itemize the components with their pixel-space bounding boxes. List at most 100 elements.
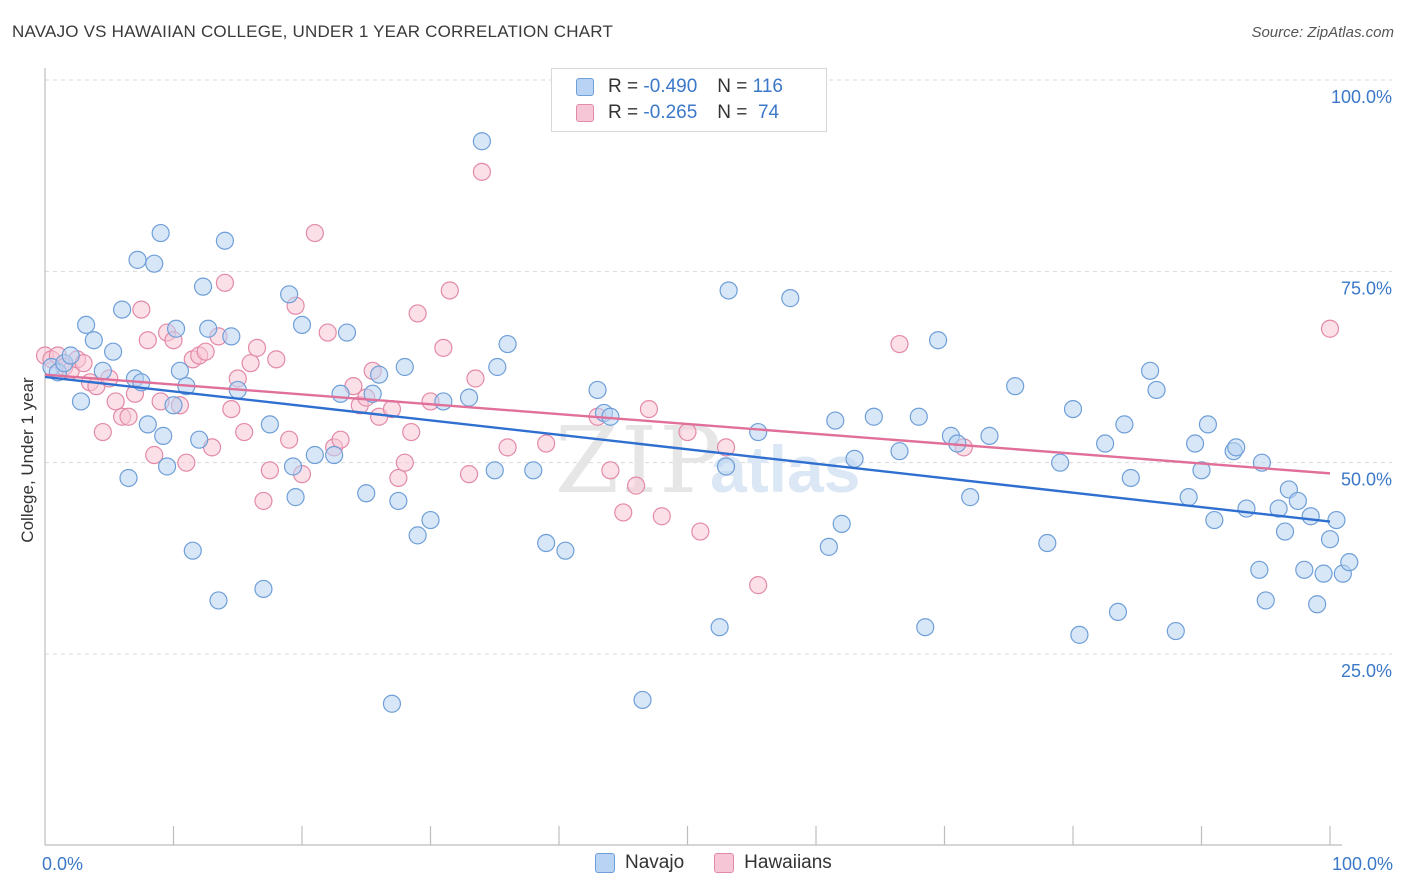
chart-source: Source: ZipAtlas.com bbox=[1251, 24, 1394, 41]
hawaiians-point bbox=[691, 522, 710, 541]
navajo-point bbox=[283, 457, 303, 476]
legend-row-hawaiians: R = -0.265 N = 74 bbox=[576, 101, 779, 125]
navajo-point bbox=[1288, 491, 1307, 511]
hawaiians-legend-icon bbox=[714, 853, 735, 873]
navajo-point bbox=[1340, 553, 1359, 572]
navajo-point bbox=[819, 537, 838, 556]
navajo-point bbox=[524, 461, 543, 480]
hawaiians-point bbox=[177, 453, 196, 472]
y-tick-label: 100.0% bbox=[1331, 87, 1392, 107]
navajo-point bbox=[459, 388, 479, 407]
navajo-point bbox=[199, 319, 218, 338]
navajo-point bbox=[193, 277, 213, 296]
navajo-point bbox=[1301, 507, 1320, 526]
hawaiians-point bbox=[626, 476, 646, 495]
navajo-point bbox=[1051, 453, 1070, 472]
navajo-point bbox=[781, 289, 800, 308]
navajo-point bbox=[71, 392, 91, 411]
navajo-point bbox=[138, 415, 157, 434]
hawaiians-point bbox=[601, 461, 620, 480]
navajo-point bbox=[1185, 434, 1205, 453]
hawaiians-point bbox=[890, 334, 909, 354]
navajo-point bbox=[389, 491, 408, 511]
series-legend: Navajo Hawaiians bbox=[595, 852, 862, 874]
hawaiians-point bbox=[318, 323, 337, 342]
hawaiians-point bbox=[138, 331, 157, 350]
hawaiians-n-value: 74 bbox=[757, 102, 780, 123]
navajo-point bbox=[749, 422, 768, 442]
hawaiians-point bbox=[749, 576, 768, 595]
legend-label-hawaiians: Hawaiians bbox=[744, 852, 832, 873]
navajo-point bbox=[961, 488, 980, 507]
hawaiians-point bbox=[119, 407, 138, 426]
hawaiians-point bbox=[614, 503, 633, 522]
navajo-point bbox=[337, 323, 357, 342]
navajo-point bbox=[421, 510, 440, 530]
navajo-r-label: R = bbox=[608, 76, 639, 97]
navajo-point bbox=[1205, 510, 1224, 530]
hawaiians-point bbox=[305, 223, 324, 243]
navajo-point bbox=[1308, 595, 1327, 614]
hawaiians-point bbox=[408, 304, 427, 323]
navajo-point bbox=[286, 488, 305, 507]
navajo-point bbox=[370, 365, 389, 384]
navajo-n-label: N = bbox=[717, 76, 748, 97]
navajo-point bbox=[1256, 591, 1275, 610]
navajo-point bbox=[1327, 510, 1346, 530]
navajo-point bbox=[916, 618, 935, 637]
navajo-points bbox=[42, 132, 1359, 713]
svg-text:atlas: atlas bbox=[710, 432, 860, 506]
navajo-point bbox=[488, 357, 507, 377]
navajo-point bbox=[1192, 461, 1211, 480]
hawaiians-point bbox=[196, 342, 215, 361]
navajo-swatch-icon bbox=[576, 78, 594, 96]
navajo-point bbox=[1038, 533, 1057, 553]
hawaiians-point bbox=[402, 422, 421, 442]
hawaiians-point bbox=[395, 453, 414, 472]
navajo-point bbox=[209, 591, 228, 610]
navajo-point bbox=[826, 411, 845, 430]
hawaiians-swatch-icon bbox=[576, 104, 594, 122]
navajo-point bbox=[305, 445, 324, 465]
correlation-legend: R = -0.490 N = 116 R = -0.265 N = 74 bbox=[551, 68, 827, 132]
x-tick-label: 100.0% bbox=[1332, 854, 1393, 874]
hawaiians-point bbox=[440, 281, 459, 300]
navajo-point bbox=[128, 250, 147, 269]
navajo-point bbox=[292, 315, 312, 335]
navajo-point bbox=[331, 384, 350, 403]
navajo-r-value: -0.490 bbox=[643, 76, 698, 97]
navajo-point bbox=[1115, 415, 1134, 434]
navajo-point bbox=[151, 223, 170, 243]
navajo-point bbox=[537, 533, 556, 553]
hawaiians-point bbox=[389, 468, 408, 488]
navajo-point bbox=[832, 514, 851, 533]
navajo-point bbox=[1269, 499, 1288, 518]
navajo-point bbox=[119, 468, 138, 488]
legend-row-navajo: R = -0.490 N = 116 bbox=[576, 75, 783, 99]
navajo-point bbox=[260, 415, 279, 434]
hawaiians-point bbox=[434, 338, 453, 357]
navajo-point bbox=[104, 342, 123, 361]
navajo-point bbox=[395, 357, 414, 377]
hawaiians-point bbox=[267, 350, 286, 369]
hawaiians-point bbox=[241, 354, 260, 373]
navajo-point bbox=[1121, 468, 1140, 488]
y-tick-label: 75.0% bbox=[1341, 278, 1392, 298]
navajo-point bbox=[485, 461, 504, 480]
navajo-point bbox=[980, 426, 999, 445]
hawaiians-point bbox=[93, 422, 112, 442]
hawaiians-point bbox=[331, 430, 350, 449]
navajo-point bbox=[1147, 380, 1166, 400]
navajo-point bbox=[170, 361, 190, 380]
hawaiians-point bbox=[132, 300, 151, 319]
navajo-point bbox=[164, 396, 183, 415]
navajo-point bbox=[183, 541, 202, 560]
hawaiians-point bbox=[472, 162, 491, 181]
legend-label-navajo: Navajo bbox=[625, 852, 685, 873]
navajo-point bbox=[1179, 488, 1198, 507]
navajo-point bbox=[845, 449, 864, 468]
navajo-point bbox=[382, 694, 402, 713]
hawaiians-point bbox=[716, 438, 736, 457]
navajo-point bbox=[1063, 399, 1083, 419]
y-axis-label: College, Under 1 year bbox=[18, 377, 37, 543]
